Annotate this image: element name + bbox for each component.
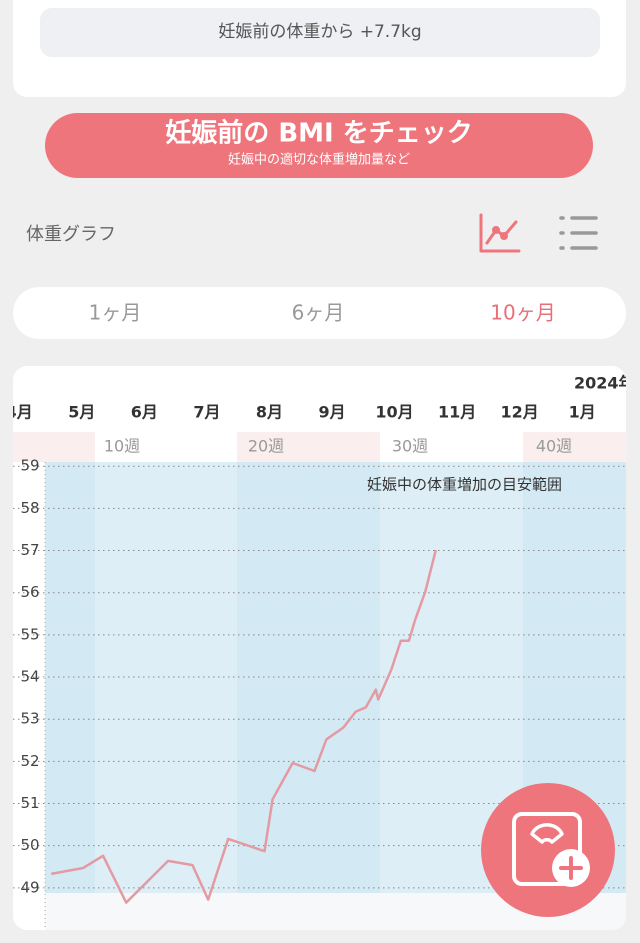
period-tab[interactable]: 10ヶ月 — [490, 301, 555, 325]
x-tick-label: 7月 — [193, 403, 220, 422]
x-tick-label: 5月 — [68, 403, 95, 422]
week-label: 10週 — [104, 437, 140, 456]
period-tabs — [13, 287, 626, 339]
x-tick-label: 8月 — [256, 403, 283, 422]
x-tick-label: 1月 — [569, 403, 596, 422]
week-band — [95, 432, 237, 462]
y-tick-label: 54 — [20, 668, 39, 686]
y-tick-label: 53 — [20, 710, 39, 728]
x-tick-label: 6月 — [131, 403, 158, 422]
bmi-button[interactable] — [45, 113, 593, 178]
week-band — [237, 432, 380, 462]
summary-pill — [40, 8, 600, 57]
x-tick-label: 9月 — [318, 403, 345, 422]
summary-text: 妊娠前の体重から +7.7kg — [218, 22, 421, 42]
week-label: 30週 — [392, 437, 428, 456]
y-tick-label: 51 — [20, 794, 39, 812]
graph-view-icon[interactable] — [479, 213, 521, 253]
y-tick-label: 52 — [20, 752, 39, 770]
week-band — [380, 432, 523, 462]
bmi-button-subtitle[interactable]: 妊娠中の適切な体重増加量など — [228, 152, 410, 168]
x-tick-label: 12月 — [501, 403, 539, 422]
range-stripe — [95, 462, 237, 893]
y-tick-label: 56 — [20, 583, 39, 601]
x-tick-label: 4月 — [6, 403, 33, 422]
x-tick-label: 11月 — [438, 403, 476, 422]
week-band — [13, 432, 95, 462]
period-tab[interactable]: 6ヶ月 — [292, 301, 345, 325]
y-tick-label: 58 — [20, 499, 39, 517]
section-title: 体重グラフ — [26, 224, 116, 245]
bmi-button-title[interactable]: 妊娠前の BMI をチェック — [165, 118, 472, 149]
weight-line — [50, 549, 438, 904]
x-tick-label: 10月 — [375, 403, 413, 422]
period-tab[interactable]: 1ヶ月 — [89, 301, 142, 325]
y-tick-label: 49 — [20, 878, 39, 896]
y-tick-label: 59 — [20, 457, 39, 475]
year-label: 2024年 — [574, 374, 635, 393]
y-tick-label: 57 — [20, 541, 39, 559]
legend-swatch — [574, 475, 608, 495]
add-weight-button[interactable] — [481, 783, 615, 917]
y-tick-label: 50 — [20, 836, 39, 854]
list-view-icon[interactable] — [559, 216, 598, 250]
legend-label: 妊娠中の体重増加の目安範囲 — [367, 476, 562, 494]
y-tick-label: 55 — [20, 625, 39, 643]
week-band — [523, 432, 626, 462]
week-label: 40週 — [536, 437, 572, 456]
week-label: 20週 — [248, 437, 284, 456]
